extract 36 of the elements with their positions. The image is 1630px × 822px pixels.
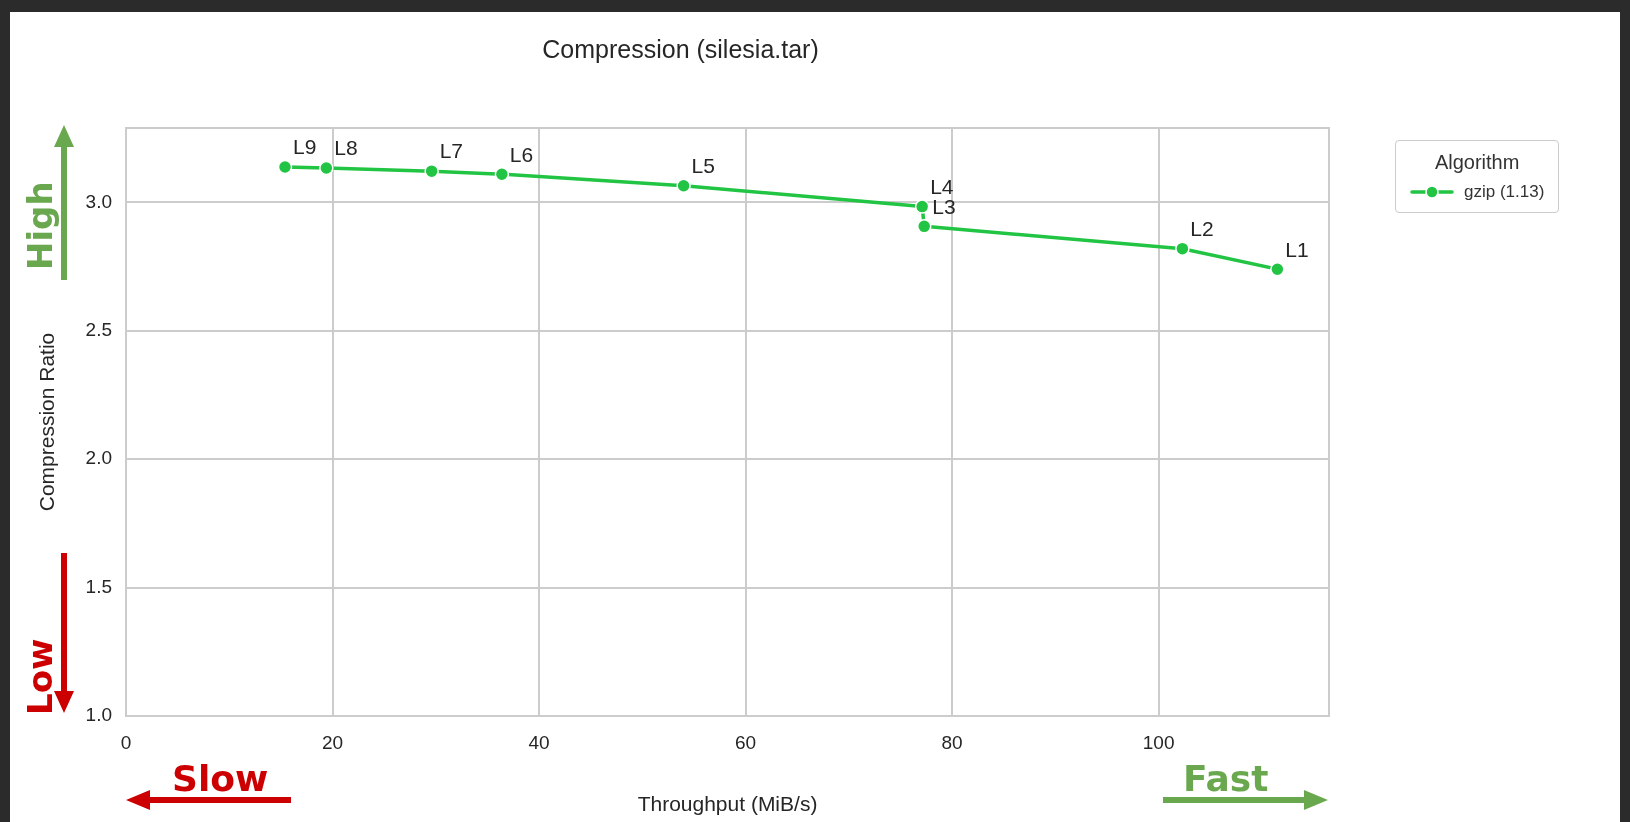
legend-label: gzip (1.13) <box>1464 182 1545 202</box>
point <box>914 199 930 214</box>
annotation: L1 <box>1285 237 1309 261</box>
chart-title: Compression (silesia.tar) <box>542 34 819 63</box>
y-tick-label: 2.0 <box>85 447 112 469</box>
annotation: L6 <box>509 142 534 166</box>
annotation: L7 <box>439 139 464 163</box>
x-tick-label: 60 <box>735 731 757 753</box>
y-tick-label: 2.5 <box>85 319 112 341</box>
point <box>1270 261 1285 277</box>
point <box>676 178 691 194</box>
x-axis-title: Throughput (MiB/s) <box>637 792 818 816</box>
text: Slow <box>172 758 269 799</box>
text: Low <box>20 638 60 715</box>
point <box>1175 241 1190 256</box>
annotation: L5 <box>691 154 715 178</box>
y-axis-title: Compression Ratio <box>35 332 59 512</box>
text: High <box>20 181 60 270</box>
x-tick-label: 40 <box>528 731 550 753</box>
x-tick-label: 80 <box>941 731 963 753</box>
x-tick-label: 20 <box>321 731 344 753</box>
y-tick-label: 3.0 <box>85 190 112 212</box>
text: Fast <box>1183 758 1269 799</box>
annotation: L8 <box>334 136 358 160</box>
y-tick-label: 1.0 <box>85 704 112 726</box>
annotation: L2 <box>1190 216 1214 240</box>
point <box>916 219 932 234</box>
point <box>424 163 439 179</box>
x-tick-label: 100 <box>1142 731 1175 753</box>
point <box>319 160 334 176</box>
point <box>494 166 510 182</box>
annotation: L9 <box>293 135 317 159</box>
legend-title: Algorithm <box>1433 151 1521 174</box>
y-tick-label: 1.5 <box>85 575 112 597</box>
x-tick-label: 0 <box>120 731 132 753</box>
point <box>277 159 293 175</box>
